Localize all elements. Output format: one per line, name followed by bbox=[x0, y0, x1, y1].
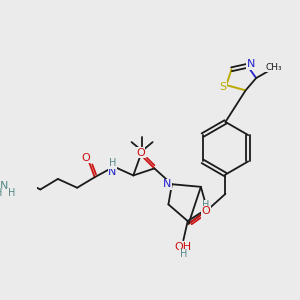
Text: H: H bbox=[180, 249, 187, 260]
Text: S: S bbox=[219, 82, 226, 92]
Text: OH: OH bbox=[175, 242, 192, 251]
Text: N: N bbox=[108, 167, 116, 177]
Text: H: H bbox=[202, 200, 209, 210]
Text: N: N bbox=[163, 179, 172, 189]
Text: O: O bbox=[82, 153, 90, 163]
Text: O: O bbox=[202, 206, 211, 216]
Text: CH₃: CH₃ bbox=[266, 63, 282, 72]
Text: H: H bbox=[8, 188, 15, 198]
Text: H: H bbox=[109, 158, 116, 168]
Text: N: N bbox=[247, 59, 255, 69]
Text: O: O bbox=[136, 148, 145, 158]
Text: N: N bbox=[0, 181, 8, 191]
Text: H: H bbox=[0, 188, 2, 198]
Text: N: N bbox=[201, 208, 209, 218]
